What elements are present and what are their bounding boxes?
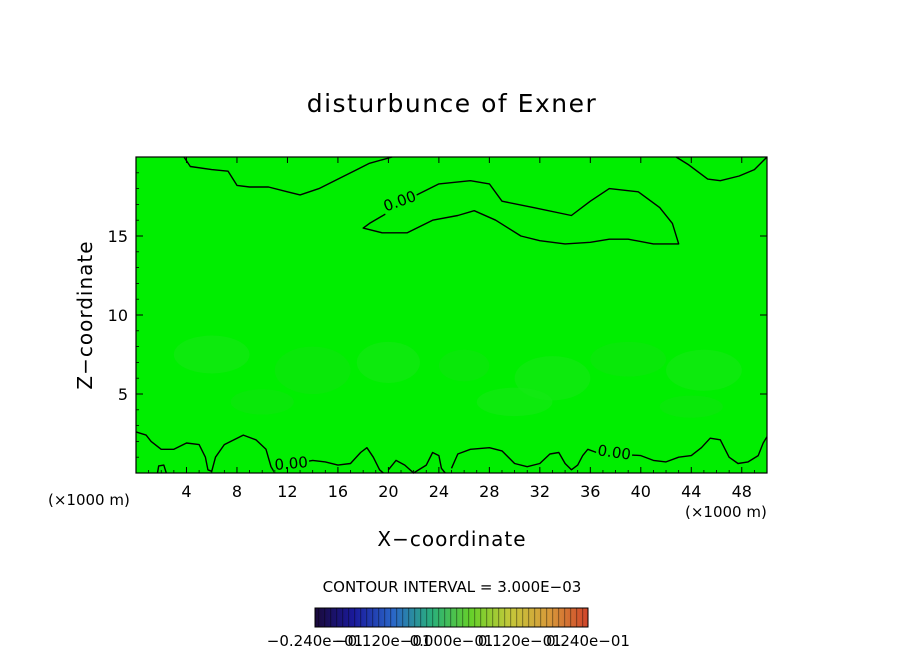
colorbar-stripes [315,608,588,627]
texture-blob [514,356,591,401]
y-tick-label: 15 [108,227,128,246]
x-tick-label: 32 [530,482,550,501]
contour-label: 0.00 [595,441,634,464]
x-tick-label: 36 [580,482,600,501]
x-tick-label: 28 [479,482,499,501]
texture-blob [230,389,294,415]
contour-line-top-right [675,156,768,182]
colorbar-tick-label: −0.120e−01 [335,632,431,650]
x-tick-label: 16 [328,482,348,501]
contour-label-bg [272,452,310,474]
colorbar-tick-label: −0.240e−01 [267,632,363,650]
texture-blob [438,349,490,382]
texture-blob [666,349,742,391]
texture-blob [659,395,723,418]
y-tick-label: 5 [118,385,128,404]
texture-blob [476,387,553,417]
y-tick-label: 10 [108,306,128,325]
x-unit-left: (×1000 m) [48,491,130,509]
x-axis-ticks: 4 8 12 16 20 24 28 32 36 40 44 48 [148,157,755,501]
colorbar-tick-label: 0.240e−01 [546,632,630,650]
contour-line-bottom-boundary [135,431,276,474]
texture-blob [590,341,667,377]
plot-field [136,157,767,473]
colorbar-tick-label: 0.000e−01 [410,632,494,650]
contour-line-small-loop [156,464,167,474]
x-tick-label: 20 [378,482,398,501]
colorbar-labels: −0.240e−01−0.120e−010.000e−010.120e−010.… [267,632,630,650]
field-texture [173,335,742,418]
texture-blob [173,335,250,374]
texture-blob [356,341,420,383]
colorbar-tick-label: 0.120e−01 [478,632,562,650]
x-tick-label: 44 [681,482,701,501]
contour-label-bg [379,186,420,215]
contour-line-bottom-mid [294,447,384,474]
x-tick-label: 40 [631,482,651,501]
x-tick-label: 48 [732,482,752,501]
contour-line-bottom-wiggle [387,451,446,474]
contour-line-upper-closed [362,179,680,245]
chart-title: disturbunce of Exner [307,89,598,118]
y-axis-label: Z−coordinate [73,240,97,389]
x-tick-label: 4 [181,482,191,501]
contour-label: 0.00 [272,452,310,474]
y-axis-ticks: 5 10 15 [108,172,767,458]
x-unit-right: (×1000 m) [685,503,767,521]
contour-label-bg [595,441,634,463]
x-tick-label: 12 [277,482,297,501]
contour-label-text: 0.00 [597,441,633,463]
contour-label-text: 0.00 [274,453,309,474]
x-tick-label: 8 [232,482,242,501]
x-axis-label: X−coordinate [377,527,526,551]
x-tick-label: 24 [429,482,449,501]
contour-interval-text: CONTOUR INTERVAL = 3.000E−03 [323,578,582,596]
contour-line-top-boundary [183,156,393,196]
contour-labels: 0.000.00 0.00 [272,186,634,474]
texture-blob [274,346,351,394]
